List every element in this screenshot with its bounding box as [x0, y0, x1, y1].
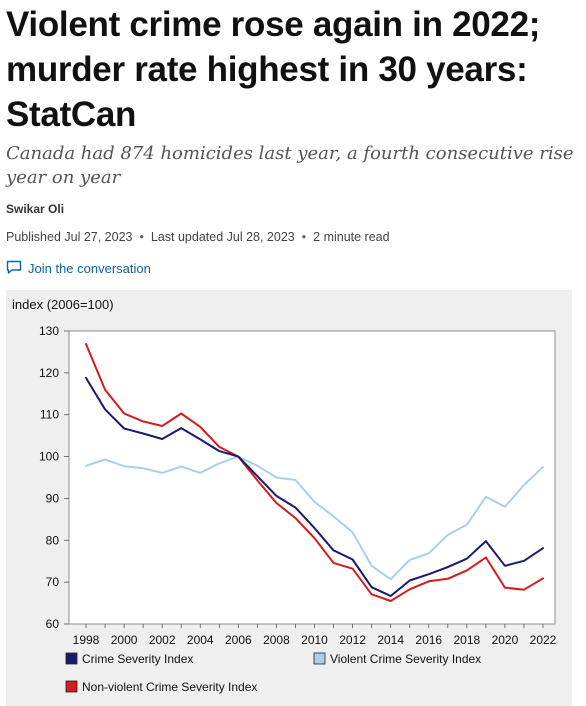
y-tick-label: 110	[40, 408, 59, 422]
y-tick-label: 120	[39, 366, 59, 380]
x-tick-label: 2022	[530, 633, 557, 647]
article-headline: Violent crime rose again in 2022; murder…	[6, 5, 541, 134]
join-conversation-label: Join the conversation	[28, 261, 151, 276]
meta-separator: •	[301, 230, 307, 244]
chart-panel: index (2006=100) 60 70 80 90 100 110 120 130 19…	[6, 290, 572, 706]
x-tick-label: 2006	[225, 633, 252, 647]
x-tick-label: 2010	[301, 633, 328, 647]
series-line-vcsi	[85, 455, 544, 581]
y-tick-label: 130	[39, 324, 59, 338]
series-line-nvcsi	[85, 343, 544, 602]
x-tick-label: 2020	[492, 633, 519, 647]
legend-swatch-nvcsi	[65, 680, 78, 693]
x-tick-label: 2016	[415, 633, 442, 647]
x-tick-label: 2012	[339, 633, 366, 647]
x-tick-label: 1998	[73, 633, 100, 647]
y-axis-label: index (2006=100)	[12, 297, 114, 312]
join-conversation-link[interactable]: Join the conversation	[6, 259, 151, 278]
comment-icon	[6, 259, 22, 278]
meta-separator: •	[139, 230, 144, 244]
legend-swatch-csi	[65, 652, 78, 665]
read-time: 2 minute read	[313, 230, 390, 244]
legend-swatch-vcsi	[313, 652, 326, 665]
x-tick-label: 2000	[111, 633, 138, 647]
x-tick-label: 2014	[377, 633, 404, 647]
author-link[interactable]: Swikar Oli	[6, 202, 65, 216]
article-meta: Published Jul 27, 2023 • Last updated Jul …	[6, 230, 390, 244]
legend-label-vcsi: Violent Crime Severity Index	[330, 652, 481, 666]
published-date: Published Jul 27, 2023	[6, 230, 133, 244]
crime-severity-chart: index (2006=100) 60 70 80 90 100 110 120 130 19…	[12, 297, 557, 694]
article-subheadline: Canada had 874 homicides last year, a fo…	[6, 143, 574, 188]
plot-area	[68, 330, 556, 625]
series-lines	[85, 343, 544, 602]
chart-legend: Crime Severity Index Violent Crime Severi…	[65, 652, 481, 694]
x-tick-label: 2002	[149, 633, 176, 647]
legend-label-nvcsi: Non-violent Crime Severity Index	[82, 680, 257, 694]
y-tick-label: 90	[46, 491, 60, 505]
x-tick-label: 2004	[187, 633, 214, 647]
y-axis: 60 70 80 90 100 110 120 130	[39, 324, 69, 631]
updated-date: Last updated Jul 28, 2023	[150, 230, 295, 244]
legend-label-csi: Crime Severity Index	[82, 652, 193, 666]
x-tick-label: 2018	[453, 633, 480, 647]
x-tick-label: 2008	[263, 633, 290, 647]
x-axis: 1998 2000 2002 2004 2006 2008 2010 2012 2014 2016…	[73, 624, 557, 647]
y-tick-label: 100	[39, 450, 59, 464]
series-line-csi	[85, 376, 544, 597]
y-tick-label: 70	[46, 575, 60, 589]
y-tick-label: 60	[46, 617, 60, 631]
y-tick-label: 80	[46, 533, 60, 547]
